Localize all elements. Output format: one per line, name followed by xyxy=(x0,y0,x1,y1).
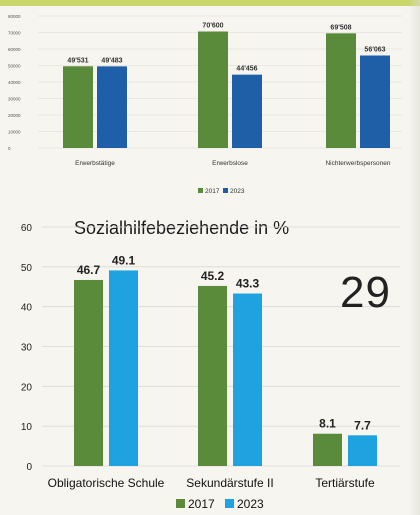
chart2-bar-2023 xyxy=(109,270,138,466)
page-fold-shadow xyxy=(408,0,420,515)
chart2-data-label: 46.7 xyxy=(77,263,101,277)
chart2-legend-label: 2023 xyxy=(237,497,264,511)
chart2-legend-label: 2017 xyxy=(188,497,215,511)
chart1-legend-swatch-2017 xyxy=(198,188,203,193)
chart2-bar-2017 xyxy=(74,279,103,466)
chart1-data-label: 49'483 xyxy=(101,57,122,64)
chart1-legend-label: 2017 xyxy=(205,188,220,195)
chart2-y-tick-label: 0 xyxy=(26,462,32,473)
top-color-strip xyxy=(0,0,420,6)
chart1-category-label: Nichterwerbspersonen xyxy=(325,160,390,167)
chart1-data-label: 44'456 xyxy=(236,66,257,73)
chart2-bar-2017 xyxy=(313,433,342,466)
chart1-y-tick-label: 20000 xyxy=(8,113,21,118)
chart1-y-tick-label: 60000 xyxy=(8,47,21,52)
chart2-y-tick-label: 30 xyxy=(21,343,33,354)
chart2-category-label: Obligatorische Schule xyxy=(48,476,165,490)
chart2-legend-swatch-2017 xyxy=(176,499,185,508)
chart2-data-label: 43.3 xyxy=(236,277,260,291)
chart1-y-tick-label: 70000 xyxy=(8,31,21,36)
chart1-category-label: Erwerbslose xyxy=(212,160,248,167)
page-number: 29 xyxy=(340,268,391,317)
chart2-y-tick-label: 20 xyxy=(21,382,33,393)
chart1-legend-swatch-2023 xyxy=(223,188,228,193)
chart2-category-label: Tertiärstufe xyxy=(315,476,375,490)
chart2-title: Sozialhilfebeziehende in % xyxy=(74,218,289,238)
chart1-data-label: 49'531 xyxy=(67,57,88,64)
chart1-bar-2017 xyxy=(63,66,93,148)
chart1-y-tick-label: 50000 xyxy=(8,64,21,69)
chart2-data-label: 8.1 xyxy=(319,417,336,431)
chart1-y-tick-label: 40000 xyxy=(8,80,21,85)
chart1-bar-2023 xyxy=(360,55,390,149)
chart1-legend-label: 2023 xyxy=(230,188,245,195)
chart1-y-tick-label: 0 xyxy=(8,146,11,151)
chart2-bar-2023 xyxy=(233,293,262,466)
chart1-category-label: Erwerbstätige xyxy=(75,160,115,167)
chart2-data-label: 49.1 xyxy=(112,253,136,267)
chart2-y-tick-label: 40 xyxy=(21,303,33,314)
chart1-y-tick-label: 80000 xyxy=(8,14,21,19)
chart1-data-label: 70'600 xyxy=(202,23,223,30)
chart2-y-tick-label: 10 xyxy=(21,422,33,433)
chart2-legend-swatch-2023 xyxy=(225,499,234,508)
chart1-data-label: 56'063 xyxy=(364,46,385,53)
chart2-data-label: 7.7 xyxy=(354,418,371,432)
chart2-category-label: Sekundärstufe II xyxy=(186,476,273,490)
chart2-bar-2023 xyxy=(348,435,377,466)
chart1-bar-2023 xyxy=(232,74,262,148)
chart2-y-tick-label: 60 xyxy=(21,223,33,234)
chart2-y-tick-label: 50 xyxy=(21,263,33,274)
chart1-y-tick-label: 10000 xyxy=(8,130,21,135)
chart1-bar-2023 xyxy=(97,66,127,148)
chart2-data-label: 45.2 xyxy=(201,269,225,283)
chart1-data-label: 69'508 xyxy=(330,24,351,31)
chart1-bar-2017 xyxy=(326,33,356,148)
chart2-bar-2017 xyxy=(198,285,227,466)
chart1-y-tick-label: 30000 xyxy=(8,97,21,102)
chart1-bar-2017 xyxy=(198,31,228,148)
